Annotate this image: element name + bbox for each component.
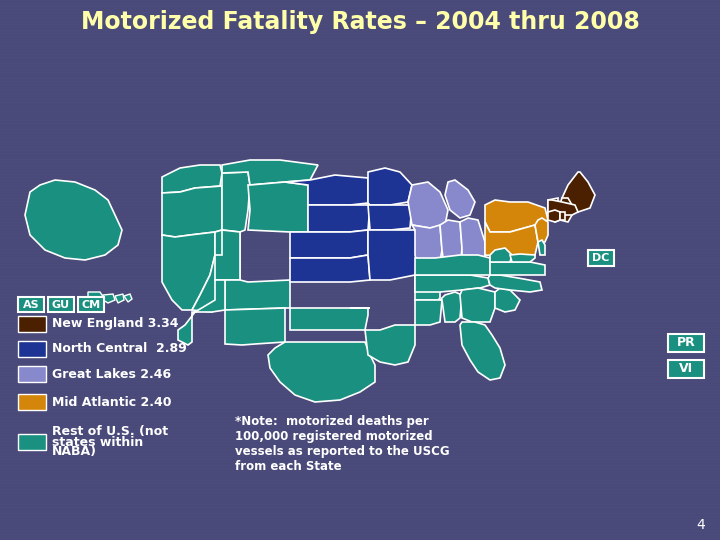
Polygon shape: [412, 225, 442, 275]
Polygon shape: [490, 248, 512, 262]
Text: PR: PR: [677, 336, 696, 349]
Polygon shape: [25, 180, 122, 260]
Polygon shape: [548, 200, 578, 215]
FancyBboxPatch shape: [48, 297, 74, 312]
Polygon shape: [225, 280, 290, 310]
Polygon shape: [495, 288, 520, 312]
Polygon shape: [124, 294, 132, 302]
FancyBboxPatch shape: [668, 360, 704, 378]
Polygon shape: [178, 280, 225, 345]
Polygon shape: [408, 182, 448, 228]
FancyBboxPatch shape: [18, 297, 44, 312]
Polygon shape: [222, 160, 318, 185]
FancyBboxPatch shape: [18, 316, 46, 332]
Polygon shape: [368, 230, 420, 280]
Polygon shape: [103, 294, 115, 303]
Polygon shape: [490, 262, 545, 275]
Polygon shape: [415, 275, 490, 292]
Polygon shape: [268, 342, 375, 402]
Text: GU: GU: [52, 300, 70, 309]
Polygon shape: [415, 300, 442, 325]
Polygon shape: [225, 308, 285, 345]
Polygon shape: [440, 292, 462, 322]
Polygon shape: [290, 308, 370, 330]
Text: 4: 4: [696, 518, 705, 532]
Polygon shape: [290, 230, 368, 258]
FancyBboxPatch shape: [18, 394, 46, 410]
Polygon shape: [162, 186, 222, 237]
Polygon shape: [88, 292, 104, 302]
Polygon shape: [222, 172, 250, 232]
Polygon shape: [460, 322, 505, 380]
FancyBboxPatch shape: [668, 334, 704, 352]
Polygon shape: [308, 205, 370, 232]
Text: VI: VI: [679, 362, 693, 375]
Polygon shape: [535, 218, 548, 242]
Text: AS: AS: [23, 300, 40, 309]
Polygon shape: [162, 165, 222, 193]
Text: New England 3.34: New England 3.34: [52, 318, 179, 330]
FancyBboxPatch shape: [588, 250, 614, 266]
Text: *Note:  motorized deaths per
100,000 registered motorized
vessels as reported to: *Note: motorized deaths per 100,000 regi…: [235, 415, 449, 473]
Text: NABA): NABA): [52, 446, 97, 458]
Text: Mid Atlantic 2.40: Mid Atlantic 2.40: [52, 395, 171, 408]
Polygon shape: [560, 212, 565, 220]
Polygon shape: [510, 254, 535, 262]
Text: Great Lakes 2.46: Great Lakes 2.46: [52, 368, 171, 381]
Text: states within: states within: [52, 435, 143, 449]
Polygon shape: [115, 294, 124, 303]
Polygon shape: [485, 200, 548, 232]
Polygon shape: [488, 275, 542, 292]
Polygon shape: [162, 232, 215, 310]
Text: Motorized Fatality Rates – 2004 thru 2008: Motorized Fatality Rates – 2004 thru 200…: [81, 10, 639, 34]
FancyBboxPatch shape: [78, 297, 104, 312]
Polygon shape: [440, 220, 462, 272]
Text: Rest of U.S. (not: Rest of U.S. (not: [52, 426, 168, 438]
Polygon shape: [548, 198, 560, 222]
Text: North Central  2.89: North Central 2.89: [52, 342, 186, 355]
Polygon shape: [192, 230, 240, 312]
Polygon shape: [460, 218, 485, 270]
Polygon shape: [562, 172, 595, 212]
Polygon shape: [415, 255, 490, 275]
Polygon shape: [415, 272, 440, 300]
Polygon shape: [445, 180, 475, 218]
Polygon shape: [485, 222, 538, 257]
Polygon shape: [290, 255, 370, 282]
FancyBboxPatch shape: [18, 366, 46, 382]
Polygon shape: [558, 198, 572, 222]
Polygon shape: [368, 168, 412, 205]
Polygon shape: [365, 325, 415, 365]
Polygon shape: [538, 240, 545, 255]
FancyBboxPatch shape: [18, 341, 46, 357]
Text: CM: CM: [81, 300, 101, 309]
Polygon shape: [285, 175, 368, 205]
Polygon shape: [368, 205, 412, 230]
Text: DC: DC: [593, 253, 610, 263]
FancyBboxPatch shape: [18, 434, 46, 450]
Polygon shape: [215, 230, 240, 280]
Polygon shape: [460, 288, 495, 322]
Polygon shape: [248, 182, 308, 232]
Polygon shape: [548, 210, 560, 222]
